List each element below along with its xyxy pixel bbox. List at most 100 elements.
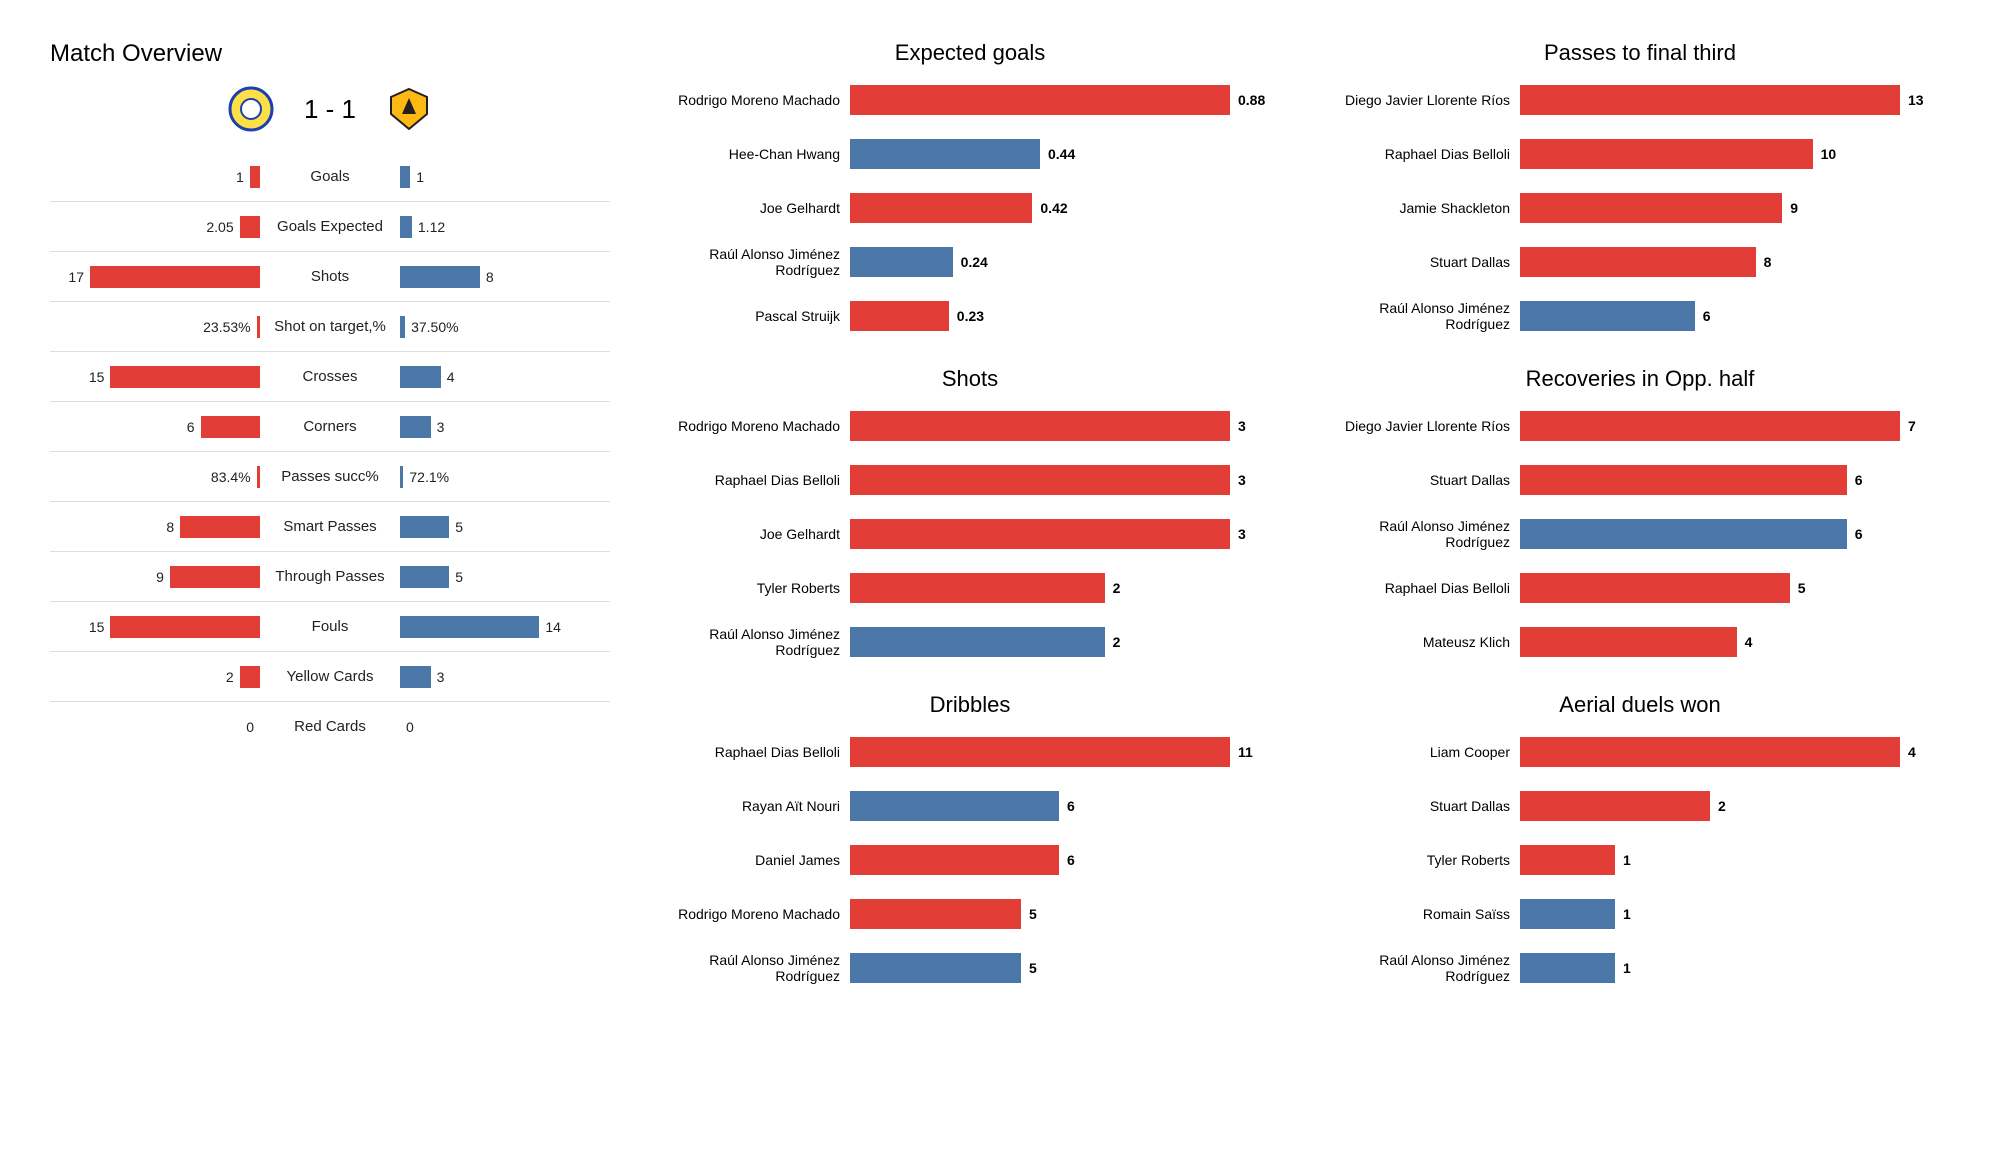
overview-left-side: 2 xyxy=(50,666,260,688)
player-value: 8 xyxy=(1756,254,1772,270)
overview-left-value: 9 xyxy=(150,569,170,585)
overview-right-side: 1 xyxy=(400,166,610,188)
player-value: 6 xyxy=(1059,852,1075,868)
overview-right-side: 5 xyxy=(400,516,610,538)
player-name: Raphael Dias Belloli xyxy=(660,472,850,488)
player-value: 1 xyxy=(1615,906,1631,922)
overview-stat-label: Red Cards xyxy=(260,718,400,735)
overview-left-bar xyxy=(240,216,260,238)
overview-left-bar xyxy=(180,516,260,538)
player-name: Stuart Dallas xyxy=(1330,254,1520,270)
player-value: 0.42 xyxy=(1032,200,1067,216)
panel-title: Passes to final third xyxy=(1330,40,1950,66)
player-bar-area: 0.23 xyxy=(850,301,1280,331)
overview-stat-row: 23.53% Shot on target,% 37.50% xyxy=(50,302,610,352)
player-bar-area: 3 xyxy=(850,465,1280,495)
overview-stat-label: Crosses xyxy=(260,368,400,385)
player-bar-area: 8 xyxy=(1520,247,1950,277)
player-bar xyxy=(1520,899,1615,929)
match-overview-title: Match Overview xyxy=(50,40,610,68)
overview-left-value: 17 xyxy=(62,269,90,285)
player-bar-area: 11 xyxy=(850,737,1280,767)
player-bar-area: 0.24 xyxy=(850,247,1280,277)
overview-stat-label: Through Passes xyxy=(260,568,400,585)
panel-title: Shots xyxy=(660,366,1280,392)
player-value: 3 xyxy=(1230,526,1246,542)
overview-right-value: 3 xyxy=(431,419,451,435)
overview-left-side: 15 xyxy=(50,616,260,638)
overview-right-side: 72.1% xyxy=(400,466,610,488)
overview-left-side: 23.53% xyxy=(50,316,260,338)
overview-right-side: 3 xyxy=(400,416,610,438)
overview-left-value: 83.4% xyxy=(205,469,257,485)
player-value: 0.24 xyxy=(953,254,988,270)
overview-stat-row: 8 Smart Passes 5 xyxy=(50,502,610,552)
player-bar-area: 6 xyxy=(1520,301,1950,331)
score-text: 1 - 1 xyxy=(304,94,356,125)
player-value: 13 xyxy=(1900,92,1924,108)
overview-left-value: 2 xyxy=(220,669,240,685)
player-bar-area: 5 xyxy=(850,953,1280,983)
player-bar-area: 2 xyxy=(850,627,1280,657)
player-row: Liam Cooper 4 xyxy=(1330,728,1950,776)
player-bar-area: 0.42 xyxy=(850,193,1280,223)
player-row: Raúl Alonso Jiménez Rodríguez 5 xyxy=(660,944,1280,992)
overview-left-bar xyxy=(240,666,260,688)
overview-left-value: 15 xyxy=(83,619,111,635)
player-name: Mateusz Klich xyxy=(1330,634,1520,650)
player-value: 5 xyxy=(1021,960,1037,976)
overview-stat-label: Smart Passes xyxy=(260,518,400,535)
player-name: Raúl Alonso Jiménez Rodríguez xyxy=(1330,300,1520,332)
player-name: Raúl Alonso Jiménez Rodríguez xyxy=(660,626,850,658)
player-row: Raúl Alonso Jiménez Rodríguez 6 xyxy=(1330,292,1950,340)
overview-stat-label: Goals Expected xyxy=(260,218,400,235)
player-name: Diego Javier Llorente Ríos xyxy=(1330,418,1520,434)
player-bar-area: 4 xyxy=(1520,627,1950,657)
player-value: 4 xyxy=(1737,634,1753,650)
overview-stat-row: 83.4% Passes succ% 72.1% xyxy=(50,452,610,502)
overview-right-bar xyxy=(400,366,441,388)
player-row: Mateusz Klich 4 xyxy=(1330,618,1950,666)
player-value: 4 xyxy=(1900,744,1916,760)
player-value: 6 xyxy=(1847,526,1863,542)
player-row: Diego Javier Llorente Ríos 7 xyxy=(1330,402,1950,450)
player-bar xyxy=(850,627,1105,657)
player-name: Diego Javier Llorente Ríos xyxy=(1330,92,1520,108)
overview-left-value: 6 xyxy=(181,419,201,435)
player-bar-area: 1 xyxy=(1520,899,1950,929)
player-bar xyxy=(1520,247,1756,277)
player-name: Rodrigo Moreno Machado xyxy=(660,92,850,108)
player-value: 6 xyxy=(1695,308,1711,324)
player-row: Raúl Alonso Jiménez Rodríguez 1 xyxy=(1330,944,1950,992)
player-name: Raphael Dias Belloli xyxy=(1330,146,1520,162)
panel-dribbles: Dribbles Raphael Dias Belloli 11 Rayan A… xyxy=(660,692,1280,998)
panel-title: Dribbles xyxy=(660,692,1280,718)
player-name: Raphael Dias Belloli xyxy=(660,744,850,760)
player-name: Pascal Struijk xyxy=(660,308,850,324)
team-a-crest-icon xyxy=(228,86,274,132)
player-row: Pascal Struijk 0.23 xyxy=(660,292,1280,340)
player-name: Tyler Roberts xyxy=(1330,852,1520,868)
player-row: Joe Gelhardt 3 xyxy=(660,510,1280,558)
player-name: Hee-Chan Hwang xyxy=(660,146,850,162)
panel-title: Expected goals xyxy=(660,40,1280,66)
overview-right-bar xyxy=(400,516,449,538)
match-overview-stats: 1 Goals 1 2.05 Goals Expected 1.12 17 Sh… xyxy=(50,152,610,752)
panel-expected-goals: Expected goals Rodrigo Moreno Machado 0.… xyxy=(660,40,1280,346)
player-bar-area: 2 xyxy=(1520,791,1950,821)
player-row: Rayan Aït Nouri 6 xyxy=(660,782,1280,830)
player-bar-area: 3 xyxy=(850,519,1280,549)
player-name: Jamie Shackleton xyxy=(1330,200,1520,216)
player-bar xyxy=(1520,465,1847,495)
player-value: 10 xyxy=(1813,146,1837,162)
overview-stat-label: Corners xyxy=(260,418,400,435)
overview-left-side: 17 xyxy=(50,266,260,288)
overview-left-side: 1 xyxy=(50,166,260,188)
player-name: Joe Gelhardt xyxy=(660,526,850,542)
player-bar xyxy=(1520,193,1782,223)
player-bar-area: 0.88 xyxy=(850,85,1280,115)
overview-right-value: 72.1% xyxy=(403,469,455,485)
player-row: Raúl Alonso Jiménez Rodríguez 6 xyxy=(1330,510,1950,558)
player-row: Raphael Dias Belloli 11 xyxy=(660,728,1280,776)
panel-aerial-duels: Aerial duels won Liam Cooper 4 Stuart Da… xyxy=(1330,692,1950,998)
